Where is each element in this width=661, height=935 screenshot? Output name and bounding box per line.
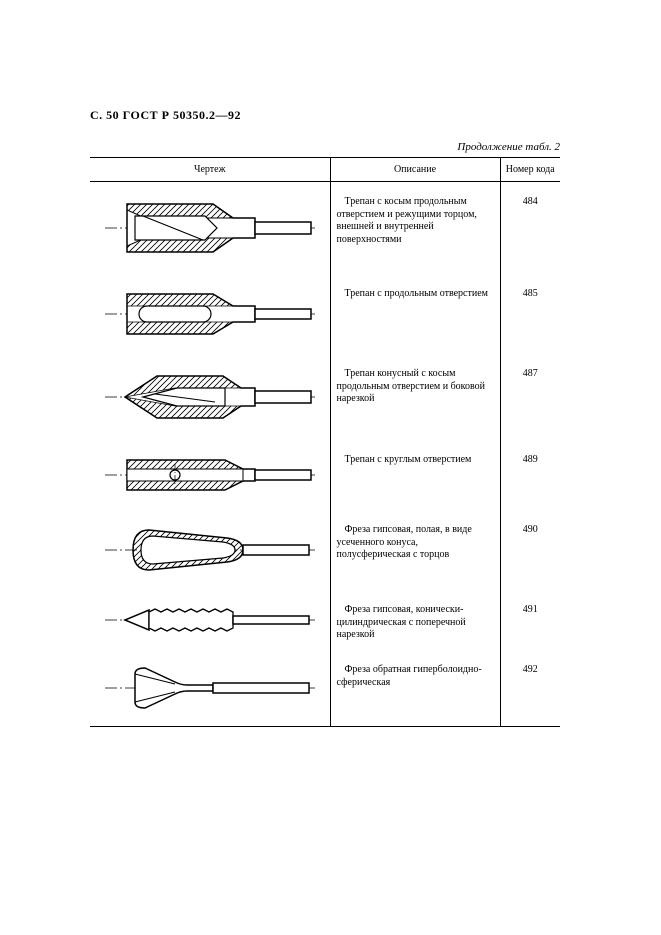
code-cell: 491 <box>500 590 560 650</box>
description-cell: Трепан с продольным отверстием <box>330 274 500 354</box>
table-row: Трепан с круглым отверстием 489 <box>90 440 560 510</box>
drawing-cell <box>90 354 330 440</box>
table-continuation-label: Продолжение табл. 2 <box>90 141 560 153</box>
page-header: С. 50 ГОСТ Р 50350.2—92 <box>90 108 560 123</box>
table-row: Фреза гипсовая, конически-цилиндрическая… <box>90 590 560 650</box>
description-cell: Фреза гипсовая, полая, в виде усеченного… <box>330 510 500 590</box>
code-cell: 490 <box>500 510 560 590</box>
drawing-487 <box>105 364 315 430</box>
description-cell: Трепан конусный с косым продольным отвер… <box>330 354 500 440</box>
table-row: Трепан с продольным отверстием 485 <box>90 274 560 354</box>
code-cell: 489 <box>500 440 560 510</box>
drawing-cell <box>90 440 330 510</box>
code-cell: 485 <box>500 274 560 354</box>
drawing-491 <box>105 600 315 640</box>
code-cell: 484 <box>500 182 560 275</box>
tool-table: Чертеж Описание Номер кода <box>90 157 560 727</box>
code-cell: 487 <box>500 354 560 440</box>
table-row: Фреза гипсовая, полая, в виде усеченного… <box>90 510 560 590</box>
drawing-489 <box>105 450 315 500</box>
drawing-490 <box>105 520 315 580</box>
table-row: Трепан с косым продольным отверстием и р… <box>90 182 560 275</box>
col-header-description: Описание <box>330 158 500 182</box>
description-cell: Фреза гипсовая, конически-цилиндрическая… <box>330 590 500 650</box>
drawing-485 <box>105 284 315 344</box>
page-content: С. 50 ГОСТ Р 50350.2—92 Продолжение табл… <box>90 108 560 727</box>
table-row: Фреза обратная гиперболоидно-сферическая… <box>90 650 560 727</box>
drawing-cell <box>90 274 330 354</box>
col-header-drawing: Чертеж <box>90 158 330 182</box>
table-row: Трепан конусный с косым продольным отвер… <box>90 354 560 440</box>
drawing-cell <box>90 182 330 275</box>
drawing-492 <box>105 660 315 716</box>
description-cell: Трепан с косым продольным отверстием и р… <box>330 182 500 275</box>
description-cell: Трепан с круглым отверстием <box>330 440 500 510</box>
code-cell: 492 <box>500 650 560 727</box>
description-cell: Фреза обратная гиперболоидно-сферическая <box>330 650 500 727</box>
drawing-cell <box>90 510 330 590</box>
drawing-cell <box>90 650 330 727</box>
drawing-484 <box>105 192 315 264</box>
table-header-row: Чертеж Описание Номер кода <box>90 158 560 182</box>
col-header-code: Номер кода <box>500 158 560 182</box>
drawing-cell <box>90 590 330 650</box>
